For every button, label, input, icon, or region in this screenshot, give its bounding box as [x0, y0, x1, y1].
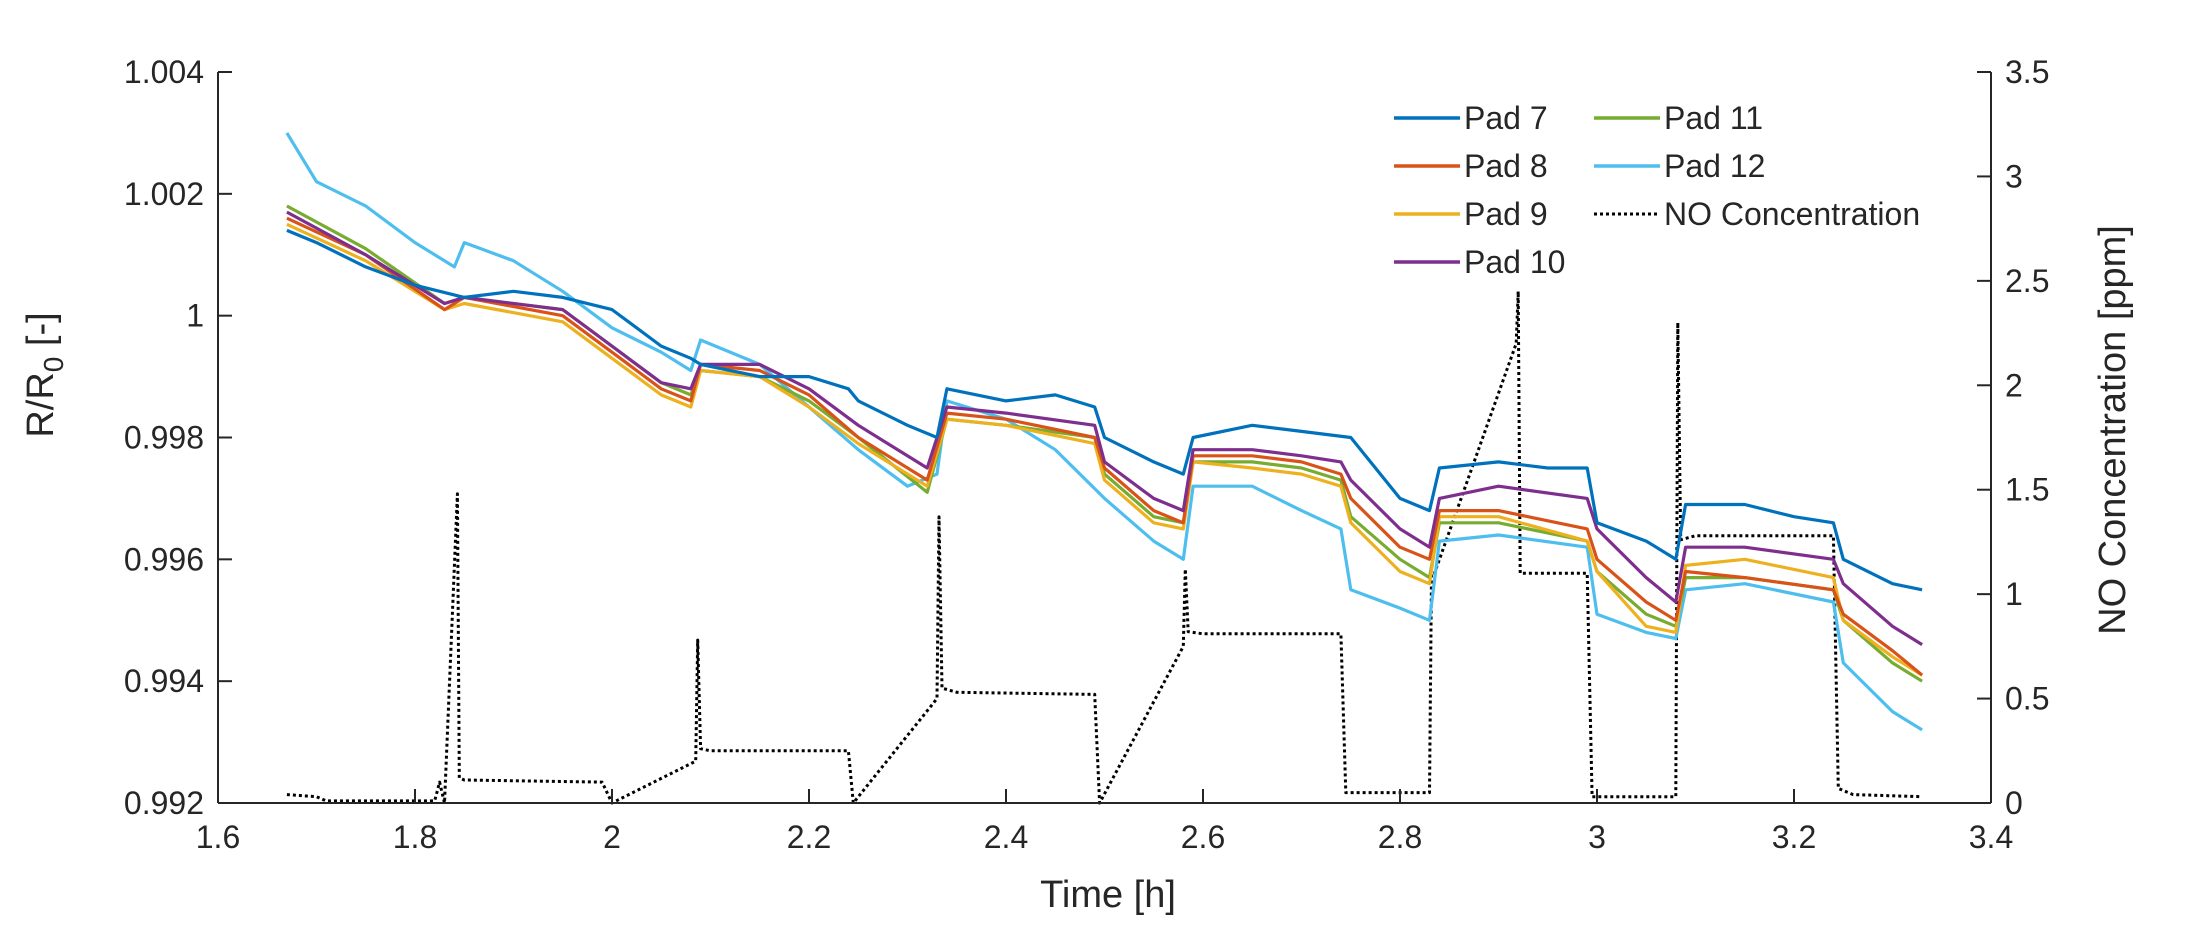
y-left-tick-label: 1: [186, 298, 204, 334]
x-tick-label: 2.4: [984, 819, 1028, 855]
y-right-tick-label: 3.5: [2005, 54, 2049, 90]
series-line-pad-10: [286, 210, 1923, 646]
x-tick-label: 2.2: [787, 819, 831, 855]
x-tick-label: 1.8: [393, 819, 437, 855]
series-line-no-concentration: [286, 289, 1923, 805]
y-left-tick-label: 0.992: [124, 785, 204, 821]
legend-label: Pad 9: [1464, 196, 1548, 232]
legend-label: NO Concentration: [1664, 196, 1920, 232]
x-axis-label: Time [h]: [1040, 874, 1176, 916]
y-left-tick-label: 1.002: [124, 176, 204, 212]
y-right-tick-label: 2: [2005, 367, 2023, 403]
y-right-tick-label: 3: [2005, 158, 2023, 194]
y-left-tick-label: 1.004: [124, 54, 204, 90]
y-right-tick-label: 1: [2005, 576, 2023, 612]
x-tick-label: 2.6: [1181, 819, 1225, 855]
legend-label: Pad 7: [1464, 100, 1548, 136]
x-tick-label: 2: [603, 819, 621, 855]
y-right-tick-label: 1.5: [2005, 472, 2049, 508]
series-line-pad-12: [285, 132, 1923, 732]
x-tick-label: 3.2: [1772, 819, 1816, 855]
y-axis-right-label: NO Concentration [ppm]: [2092, 225, 2134, 635]
y-axis-right: 0 0.5 1 1.5 2 2.5 3 3.5: [1977, 54, 2049, 821]
x-tick-label: 2.8: [1378, 819, 1422, 855]
x-axis: 1.6 1.8 2 2.2 2.4 2.6 2.8 3 3.2 3.4: [196, 789, 2013, 855]
y-right-tick-label: 0: [2005, 785, 2023, 821]
y-left-tick-label: 0.998: [124, 420, 204, 456]
x-tick-label: 1.6: [196, 819, 240, 855]
y-axis-left-label-main: R/R: [20, 372, 62, 437]
legend-label: Pad 10: [1464, 244, 1565, 280]
y-right-tick-label: 0.5: [2005, 681, 2049, 717]
legend-label: Pad 11: [1664, 100, 1763, 136]
y-axis-left-label-suffix: [-]: [20, 312, 62, 356]
y-axis-left: 0.992 0.994 0.996 0.998 1 1.002 1.004: [124, 54, 232, 821]
x-tick-label: 3: [1588, 819, 1606, 855]
x-tick-label: 3.4: [1969, 819, 2013, 855]
series-line-pad-7: [286, 228, 1923, 592]
legend-label: Pad 12: [1664, 148, 1765, 184]
y-left-tick-label: 0.994: [124, 663, 204, 699]
plot-area: [285, 132, 1924, 805]
y-left-tick-label: 0.996: [124, 541, 204, 577]
legend: Pad 7 Pad 8 Pad 9 Pad 10 Pad 11 Pad 12 NO Conc…: [1394, 100, 1920, 280]
y-axis-left-label-subscript: 0: [38, 357, 69, 373]
y-axis-left-label: R/R0 [-]: [20, 312, 69, 437]
legend-label: Pad 8: [1464, 148, 1548, 184]
y-right-tick-label: 2.5: [2005, 263, 2049, 299]
